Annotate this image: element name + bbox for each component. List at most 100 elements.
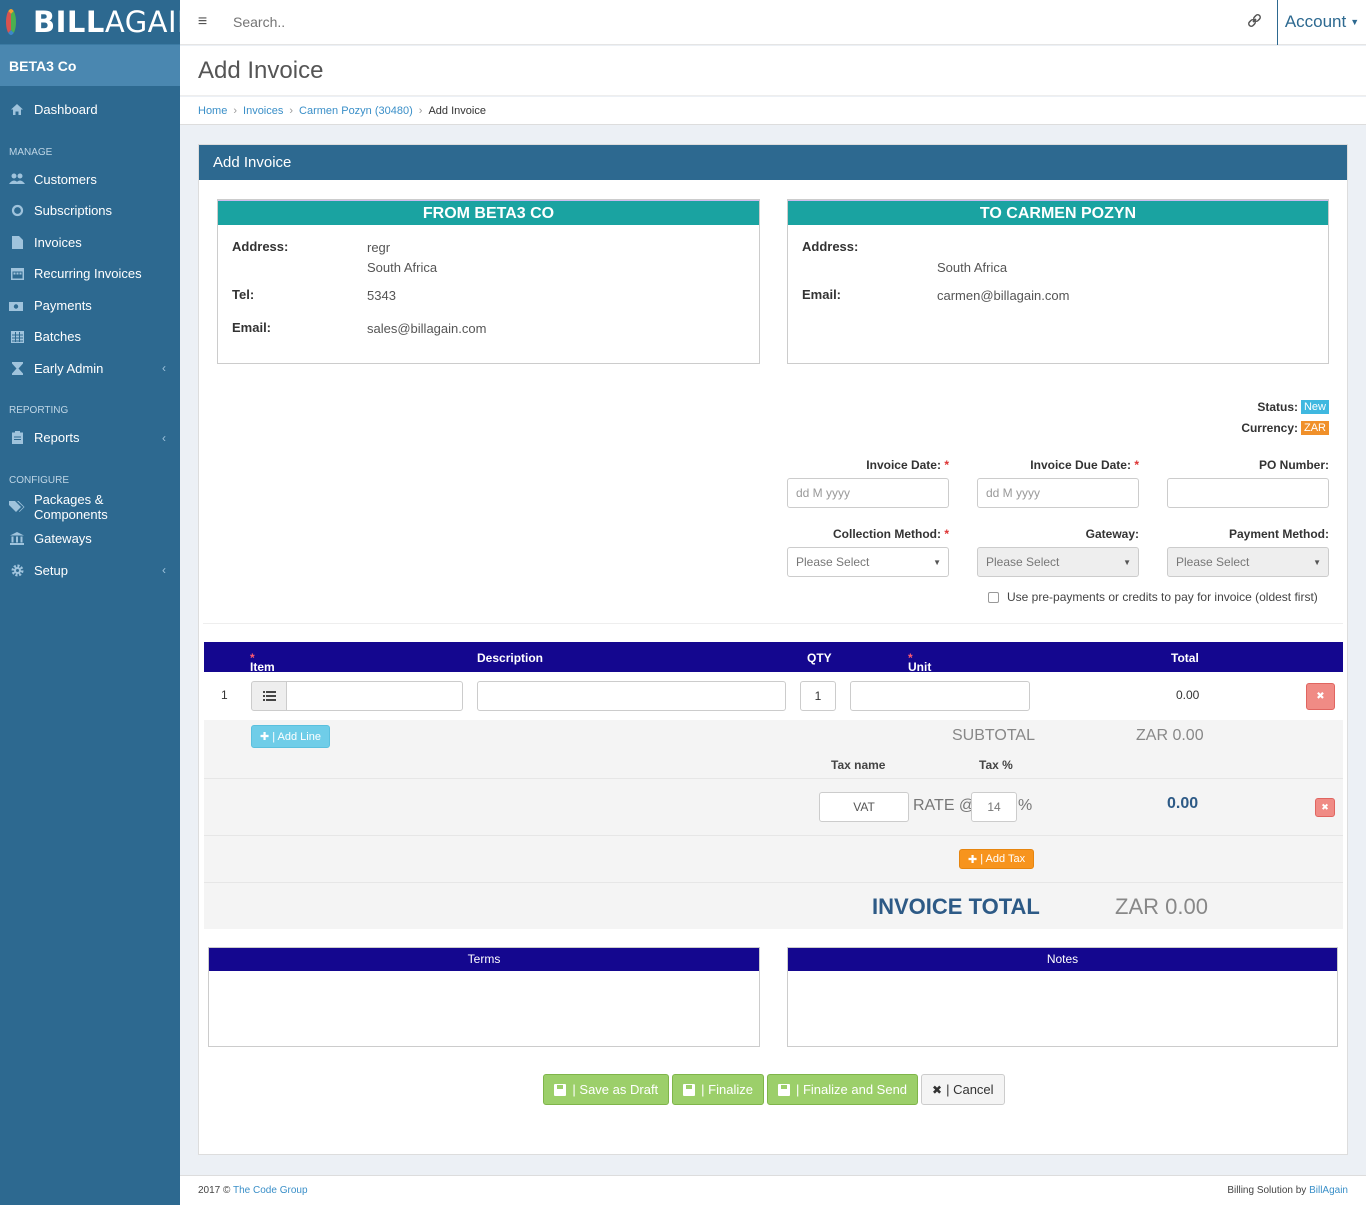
prepay-row: Use pre-payments or credits to pay for i… bbox=[988, 590, 1318, 604]
caret-down-icon: ▼ bbox=[1123, 557, 1131, 567]
caret-down-icon: ▼ bbox=[1350, 17, 1360, 27]
link-icon[interactable] bbox=[1232, 14, 1277, 30]
panel-title: Add Invoice bbox=[199, 145, 1347, 180]
caret-down-icon: ▼ bbox=[933, 557, 941, 567]
item-input[interactable] bbox=[286, 681, 463, 711]
footer-left: 2017 © The Code Group bbox=[198, 1185, 308, 1196]
to-box: TO CARMEN POZYN Address: South Africa Em… bbox=[787, 199, 1329, 364]
due-date-label: Invoice Due Date: * bbox=[1030, 458, 1139, 472]
breadcrumb-home[interactable]: Home bbox=[198, 104, 228, 117]
table-icon bbox=[9, 330, 25, 344]
tax-rate-input[interactable]: 14 bbox=[971, 792, 1017, 822]
invoice-date-label: Invoice Date: * bbox=[866, 458, 949, 472]
delete-tax-button[interactable]: ✖ bbox=[1315, 798, 1335, 817]
sidebar-item-recurring-invoices[interactable]: Recurring Invoices bbox=[0, 258, 180, 290]
logo[interactable]: BILLAGAIN bbox=[0, 0, 199, 45]
terms-textarea[interactable] bbox=[209, 971, 759, 1046]
description-input[interactable] bbox=[477, 681, 786, 711]
tax-pct-header: Tax % bbox=[979, 758, 1013, 772]
logo-text: BILLAGAIN bbox=[33, 5, 200, 39]
cancel-button[interactable]: ✖ | Cancel bbox=[921, 1074, 1005, 1105]
from-tel: 5343 bbox=[367, 288, 396, 303]
col-total: Total bbox=[1171, 651, 1199, 665]
footer: 2017 © The Code Group Billing Solution b… bbox=[180, 1175, 1366, 1205]
col-item: Item * bbox=[250, 651, 275, 674]
terms-title: Terms bbox=[209, 948, 759, 971]
item-list-button[interactable] bbox=[251, 681, 287, 711]
add-line-button[interactable]: ✚ | Add Line bbox=[251, 725, 330, 748]
from-address-label: Address: bbox=[232, 239, 289, 254]
finalize-send-button[interactable]: | Finalize and Send bbox=[766, 1074, 919, 1105]
add-tax-row: ✚ | Add Tax bbox=[204, 836, 1343, 882]
unit-price-input[interactable] bbox=[850, 681, 1030, 711]
bank-icon bbox=[9, 532, 25, 546]
search-input[interactable] bbox=[225, 0, 1232, 44]
file-icon bbox=[9, 235, 25, 249]
chevron-left-icon: ‹ bbox=[162, 430, 166, 445]
delete-line-button[interactable]: ✖ bbox=[1306, 683, 1335, 710]
collection-method-label: Collection Method: * bbox=[832, 527, 949, 541]
invoice-panel: Add Invoice FROM BETA3 CO Address: regr … bbox=[198, 144, 1348, 1155]
po-number-input[interactable] bbox=[1167, 478, 1329, 508]
save-icon bbox=[683, 1083, 696, 1096]
nav-header-reporting: REPORTING bbox=[9, 405, 69, 416]
tax-name-header: Tax name bbox=[831, 758, 886, 772]
to-email: carmen@billagain.com bbox=[937, 288, 1070, 303]
menu-toggle-icon[interactable]: ≡ bbox=[197, 13, 208, 30]
save-icon bbox=[554, 1083, 567, 1096]
sidebar-item-setup[interactable]: Setup ‹ bbox=[0, 555, 180, 587]
invoice-total-row: INVOICE TOTAL ZAR 0.00 bbox=[204, 883, 1343, 929]
sidebar-item-dashboard[interactable]: Dashboard bbox=[0, 94, 180, 126]
from-email-label: Email: bbox=[232, 320, 272, 335]
tax-total: 0.00 bbox=[1167, 795, 1199, 812]
logo-icon bbox=[6, 9, 16, 35]
payment-method-select[interactable]: Please Select ▼ bbox=[1167, 547, 1329, 577]
footer-company-link[interactable]: The Code Group bbox=[233, 1185, 308, 1196]
breadcrumb-invoices[interactable]: Invoices bbox=[243, 104, 284, 117]
notes-title: Notes bbox=[788, 948, 1337, 971]
breadcrumb-customer[interactable]: Carmen Pozyn (30480) bbox=[299, 104, 413, 117]
prepay-checkbox[interactable] bbox=[988, 591, 999, 603]
tax-row: VAT RATE @ 14 % 0.00 ✖ bbox=[204, 779, 1343, 835]
to-address-label: Address: bbox=[802, 239, 859, 254]
sidebar: BILLAGAIN BETA3 Co Dashboard MANAGE Cust… bbox=[0, 0, 199, 1205]
action-bar: | Save as Draft | Finalize | Finalize an… bbox=[199, 1074, 1349, 1105]
sidebar-item-reports[interactable]: Reports ‹ bbox=[0, 422, 180, 454]
subtotal-row: ✚ | Add Line SUBTOTAL ZAR 0.00 Tax name T… bbox=[204, 720, 1343, 779]
status-row: Status: New bbox=[1257, 400, 1329, 414]
notes-box: Notes bbox=[787, 947, 1338, 1047]
caret-down-icon: ▼ bbox=[1313, 557, 1321, 567]
chevron-left-icon: ‹ bbox=[162, 361, 166, 376]
sidebar-item-invoices[interactable]: Invoices bbox=[0, 227, 180, 259]
tax-name-input[interactable]: VAT bbox=[819, 792, 909, 822]
subtotal-label: SUBTOTAL bbox=[952, 727, 1035, 744]
sidebar-item-payments[interactable]: Payments bbox=[0, 290, 180, 322]
chevron-left-icon: ‹ bbox=[162, 563, 166, 578]
breadcrumb-current: Add Invoice bbox=[428, 104, 486, 117]
sidebar-item-subscriptions[interactable]: Subscriptions bbox=[0, 195, 180, 227]
from-box: FROM BETA3 CO Address: regr South Africa… bbox=[217, 199, 760, 364]
finalize-button[interactable]: | Finalize bbox=[672, 1074, 764, 1105]
due-date-input[interactable]: dd M yyyy bbox=[977, 478, 1139, 508]
collection-method-select[interactable]: Please Select ▼ bbox=[787, 547, 949, 577]
gateway-select[interactable]: Please Select ▼ bbox=[977, 547, 1139, 577]
qty-input[interactable]: 1 bbox=[800, 681, 836, 711]
notes-textarea[interactable] bbox=[788, 971, 1337, 1046]
sidebar-item-customers[interactable]: Customers bbox=[0, 164, 180, 196]
topbar: ≡ Account ▼ bbox=[180, 0, 1366, 45]
company-name[interactable]: BETA3 Co bbox=[0, 45, 180, 86]
refresh-icon bbox=[9, 204, 25, 218]
add-tax-button[interactable]: ✚ | Add Tax bbox=[959, 849, 1035, 869]
account-menu[interactable]: Account ▼ bbox=[1277, 0, 1366, 45]
sidebar-item-early-admin[interactable]: Early Admin ‹ bbox=[0, 353, 180, 385]
list-icon bbox=[262, 689, 276, 704]
footer-billagain-link[interactable]: BillAgain bbox=[1309, 1185, 1348, 1196]
sidebar-item-batches[interactable]: Batches bbox=[0, 321, 180, 353]
invoice-date-input[interactable]: dd M yyyy bbox=[787, 478, 949, 508]
sidebar-item-gateways[interactable]: Gateways bbox=[0, 523, 180, 555]
divider bbox=[204, 882, 1343, 883]
save-draft-button[interactable]: | Save as Draft bbox=[543, 1074, 670, 1105]
close-icon: ✖ bbox=[1321, 802, 1329, 812]
tags-icon bbox=[9, 500, 25, 514]
sidebar-item-packages[interactable]: Packages & Components bbox=[0, 492, 180, 524]
